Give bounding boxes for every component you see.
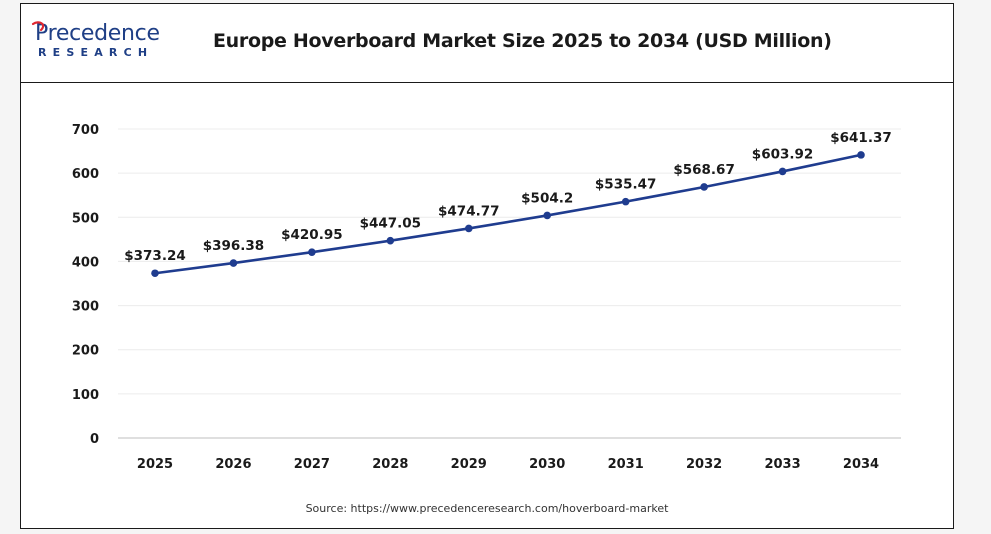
data-point [151, 269, 159, 278]
y-tick-label: 100 [72, 388, 99, 403]
y-tick-label: 200 [72, 344, 99, 359]
data-point [543, 211, 552, 220]
x-tick-label: 2026 [215, 457, 251, 472]
y-axis-ticks: 0 100 200 300 400 500 600 700 [72, 123, 99, 447]
y-tick-label: 400 [72, 255, 99, 270]
x-tick-label: 2033 [764, 457, 800, 472]
data-label: $474.77 [438, 203, 500, 219]
chart-title: Europe Hoverboard Market Size 2025 to 20… [213, 30, 832, 52]
x-tick-label: 2025 [137, 457, 173, 472]
y-tick-label: 0 [90, 432, 99, 447]
y-tick-label: 700 [72, 123, 99, 138]
data-label: $420.95 [281, 227, 343, 243]
y-tick-label: 500 [72, 211, 99, 226]
data-point [621, 197, 630, 206]
brand-logo: Precedence RESEARCH [31, 21, 175, 66]
x-tick-label: 2030 [529, 457, 565, 472]
data-label: $603.92 [752, 146, 814, 162]
chart-header: Precedence RESEARCH Europe Hoverboard Ma… [21, 4, 953, 83]
data-point [308, 248, 316, 256]
data-label: $641.37 [830, 130, 892, 146]
chart-frame: Precedence RESEARCH Europe Hoverboard Ma… [20, 3, 954, 529]
data-labels: $373.24 $396.38 $420.95 $447.05 $474.77 $504.… [124, 130, 892, 264]
data-point [778, 167, 787, 176]
series-line [154, 153, 862, 275]
data-point [386, 236, 395, 245]
x-tick-label: 2034 [843, 457, 879, 472]
data-label: $568.67 [673, 162, 735, 178]
logo-subtitle: RESEARCH [38, 46, 154, 59]
y-tick-label: 300 [72, 300, 99, 315]
x-tick-label: 2032 [686, 457, 722, 472]
data-label: $535.47 [595, 177, 657, 193]
x-tick-label: 2028 [372, 457, 408, 472]
logo-wordmark: Precedence [35, 21, 160, 46]
logo-swoosh-icon [31, 21, 45, 32]
data-label: $504.2 [521, 190, 573, 206]
data-point [857, 151, 865, 159]
data-point [229, 259, 238, 267]
data-point [464, 224, 473, 233]
y-tick-label: 600 [72, 167, 99, 182]
data-label: $373.24 [124, 248, 186, 264]
series-layer [151, 151, 865, 278]
data-label: $396.38 [203, 238, 265, 254]
x-tick-label: 2029 [451, 457, 487, 472]
data-point [700, 183, 708, 191]
x-tick-label: 2027 [294, 457, 330, 472]
data-label: $447.05 [360, 216, 422, 232]
x-tick-label: 2031 [608, 457, 644, 472]
source-note: Source: https://www.precedenceresearch.c… [305, 502, 669, 515]
x-axis-ticks: 2025 2026 2027 2028 2029 2030 2031 2032 2033 2034 [137, 457, 879, 472]
